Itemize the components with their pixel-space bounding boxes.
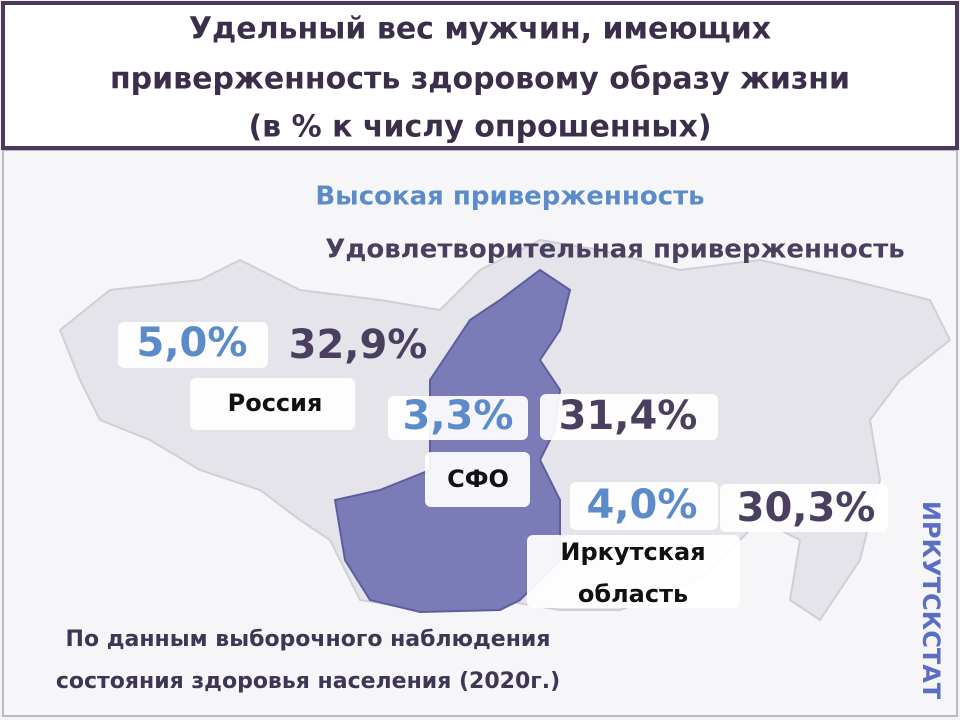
high-value: 4,0% bbox=[587, 482, 698, 528]
label-box bbox=[720, 484, 888, 532]
sfo-region bbox=[333, 268, 572, 614]
region-name: область bbox=[578, 580, 688, 608]
label-box bbox=[425, 452, 530, 507]
label-box bbox=[570, 482, 718, 530]
legend-satisfactory: Удовлетворительная приверженность bbox=[325, 235, 904, 265]
label-box bbox=[190, 378, 355, 430]
title-line: приверженность здоровому образу жизни bbox=[110, 62, 850, 97]
title-line: (в % к числу опрошенных) bbox=[248, 110, 711, 145]
source-line: По данным выборочного наблюдения bbox=[66, 627, 551, 652]
label-box bbox=[118, 322, 268, 368]
label-box bbox=[527, 535, 740, 608]
title-line: Удельный вес мужчин, имеющих bbox=[189, 12, 771, 47]
source-line: состояния здоровья населения (2020г.) bbox=[56, 669, 560, 694]
label-box bbox=[388, 396, 528, 440]
high-value: 5,0% bbox=[137, 320, 248, 366]
region-name: Иркутская bbox=[560, 538, 705, 566]
region-name: СФО bbox=[447, 465, 509, 493]
satisfactory-value: 30,3% bbox=[737, 485, 876, 531]
satisfactory-value: 31,4% bbox=[559, 393, 698, 439]
brand: ИРКУТСКСТАТ bbox=[917, 501, 945, 700]
region-name: Россия bbox=[228, 389, 323, 417]
satisfactory-value: 32,9% bbox=[289, 322, 428, 368]
label-box bbox=[540, 394, 718, 440]
high-value: 3,3% bbox=[403, 393, 514, 439]
legend-high: Высокая приверженность bbox=[315, 182, 704, 212]
header-box bbox=[1, 1, 959, 150]
